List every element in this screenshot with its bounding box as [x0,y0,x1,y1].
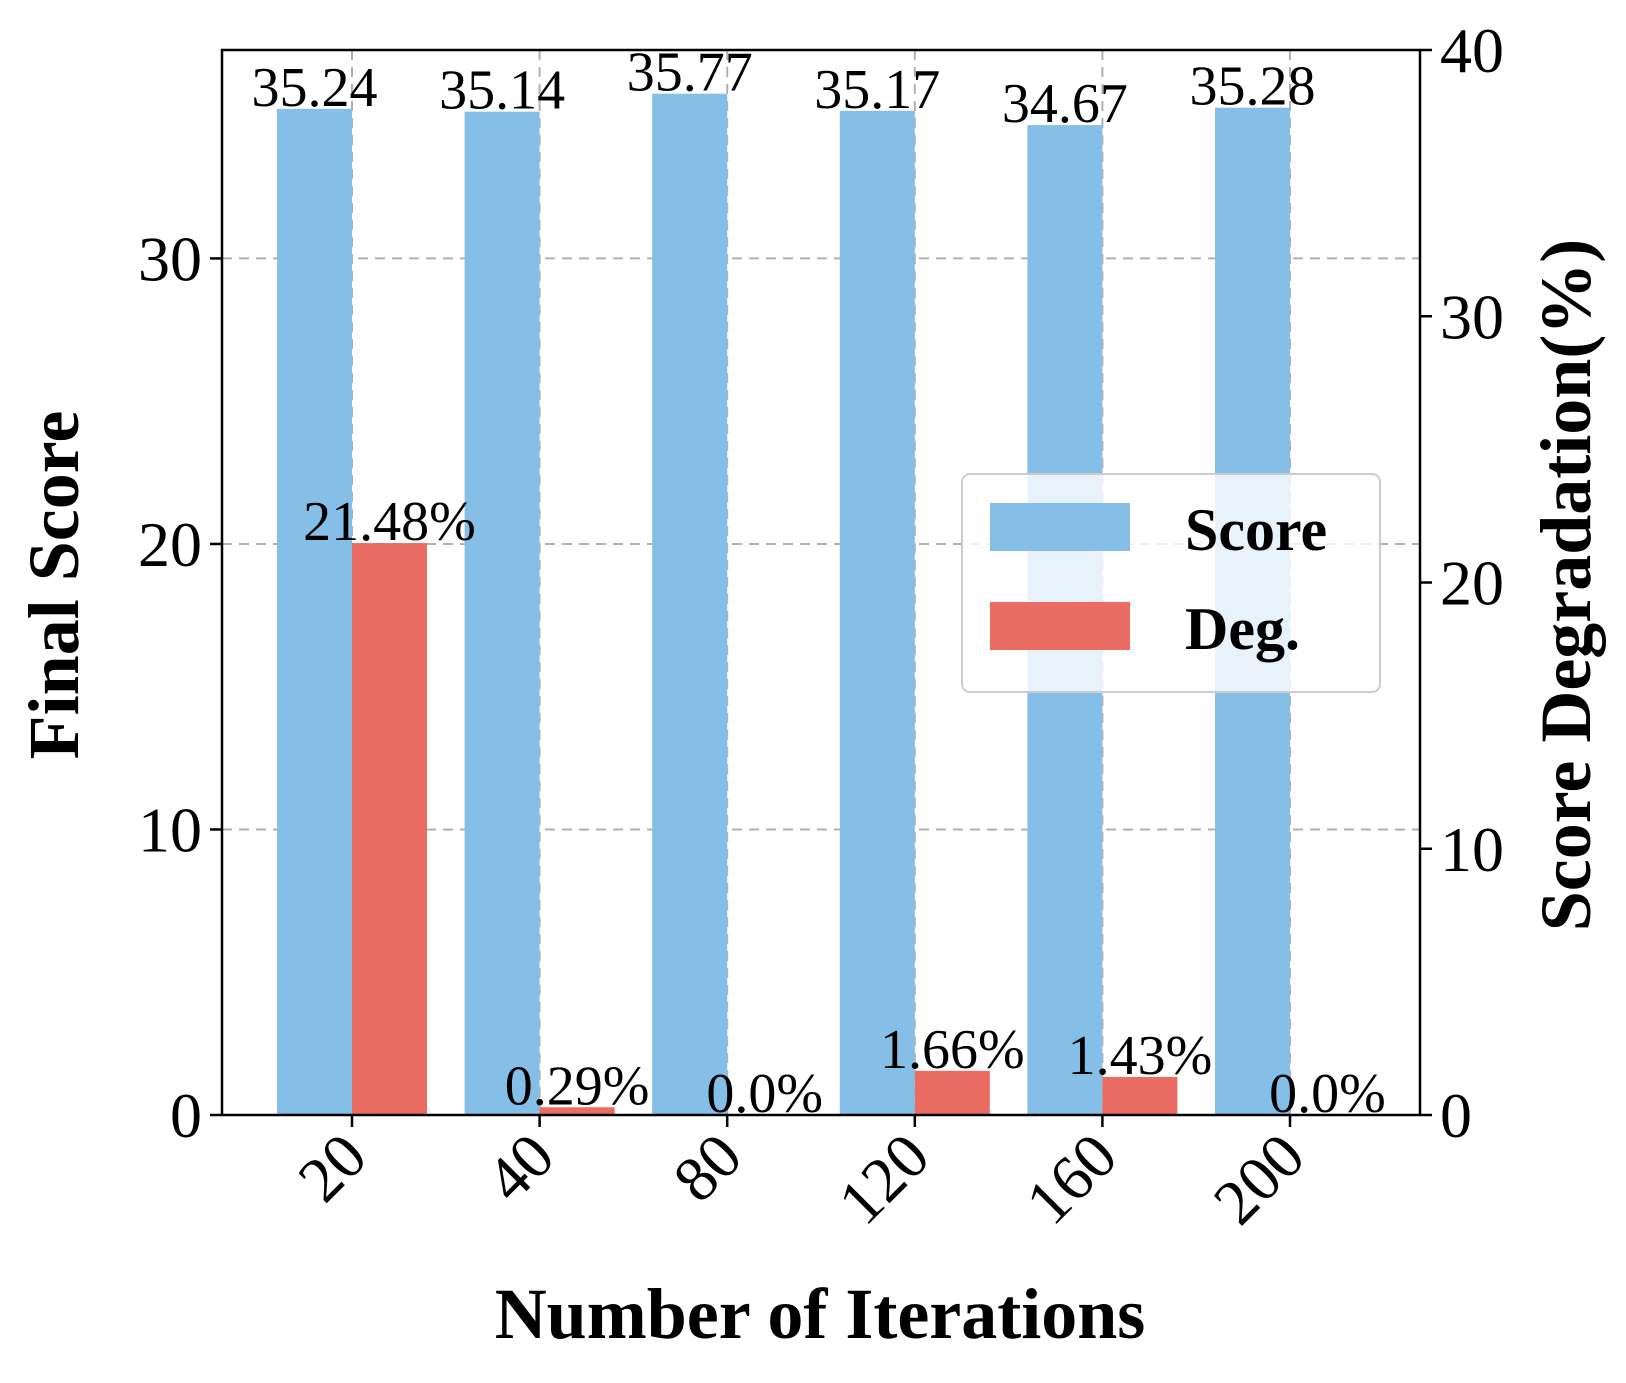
x-tick-label: 200 [1200,1120,1318,1238]
y2-tick-label: 30 [1440,281,1504,352]
y2-tick-label: 0 [1440,1080,1472,1151]
y-tick-label: 20 [138,509,202,580]
y2-axis-title: Score Degradation(%) [1526,239,1606,932]
score-value-label: 35.77 [627,42,753,104]
deg-bar [352,543,427,1115]
x-tick-label: 160 [1012,1120,1130,1238]
score-bar [839,110,915,1116]
legend-swatch-score [990,503,1130,551]
deg-bar [914,1070,990,1115]
x-axis-title: Number of Iterations [495,1274,1146,1354]
deg-value-label: 0.29% [505,1055,650,1117]
x-tick-label: 20 [284,1120,379,1215]
score-value-label: 35.24 [252,57,378,119]
legend-label-deg: Deg. [1185,596,1300,662]
deg-bar [539,1107,615,1115]
score-value-label: 35.14 [439,60,565,122]
x-tick-label: 120 [825,1120,943,1238]
deg-value-label: 21.48% [303,491,476,553]
legend-swatch-deg [990,602,1130,650]
score-bar [464,111,540,1116]
score-value-label: 34.67 [1002,73,1128,135]
score-bar [277,108,352,1116]
deg-bar [1102,1076,1178,1115]
score-value-label: 35.28 [1190,56,1316,118]
legend: Score Deg. [961,473,1381,693]
x-tick-label: 40 [472,1120,567,1215]
score-bar [652,93,728,1115]
deg-value-label: 0.0% [1269,1063,1386,1125]
y-tick-label: 10 [138,794,202,865]
bars-layer [277,93,1290,1116]
y2-tick-label: 10 [1440,814,1504,885]
y-tick-label: 0 [170,1080,202,1151]
deg-value-label: 0.0% [706,1063,823,1125]
y-axis-title: Final Score [14,411,94,760]
y2-tick-label: 20 [1440,548,1504,619]
x-tick-label: 80 [660,1120,755,1215]
y2-tick-label: 40 [1440,15,1504,86]
deg-value-label: 1.66% [880,1019,1025,1081]
deg-value-label: 1.43% [1068,1025,1213,1087]
score-value-label: 35.17 [814,59,940,121]
y-tick-label: 30 [138,223,202,294]
legend-label-score: Score [1185,497,1327,563]
bar-labels-layer: 35.24 21.48% 35.14 0.29% 35.77 0.0% 35.17 1.66%… [252,42,1386,1125]
